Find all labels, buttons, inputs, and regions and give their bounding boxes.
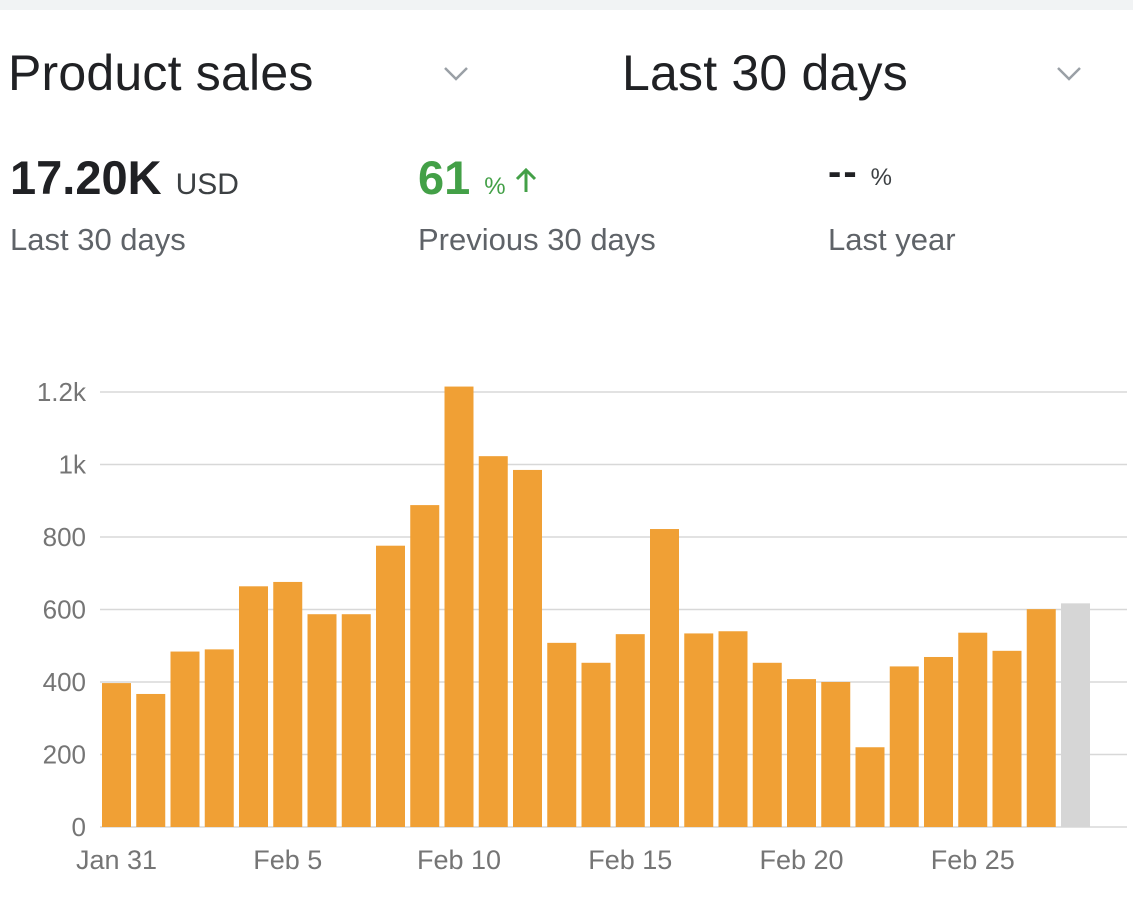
bar: [102, 683, 131, 827]
last-year-unit: %: [870, 164, 892, 191]
bar: [581, 662, 611, 827]
x-tick-label: Feb 10: [417, 845, 501, 875]
period-label: Last 30 days: [622, 45, 908, 101]
chevron-down-icon: [444, 67, 468, 81]
bar: [615, 634, 645, 827]
metric-label: Product sales: [8, 45, 314, 101]
bar: [992, 650, 1022, 827]
total-unit: USD: [175, 168, 239, 201]
bar: [1061, 603, 1090, 827]
x-tick-label: Feb 15: [588, 845, 672, 875]
bar: [889, 666, 919, 827]
bar: [239, 586, 268, 827]
bars: [102, 386, 1090, 827]
stat-total-sales: 17.20K USD Last 30 days: [10, 150, 239, 258]
previous-unit: %: [484, 173, 506, 200]
total-value: 17.20K: [10, 151, 162, 204]
bar: [718, 631, 748, 827]
bar: [787, 679, 816, 827]
bar: [821, 682, 851, 827]
sales-bar-chart: 0 200 400 600 800 1k 1.2k Jan 31 Feb 5 Feb 10 Feb…: [37, 377, 1127, 875]
y-tick-label: 400: [43, 667, 86, 697]
y-tick-label: 0: [72, 812, 86, 842]
bar: [924, 656, 953, 827]
x-tick-label: Feb 25: [931, 845, 1015, 875]
previous-caption: Previous 30 days: [418, 222, 656, 257]
total-caption: Last 30 days: [10, 222, 186, 257]
bar: [410, 505, 440, 827]
x-axis-labels: Jan 31 Feb 5 Feb 10 Feb 15 Feb 20 Feb 25: [76, 845, 1015, 875]
bar: [855, 747, 885, 827]
previous-value: 61: [418, 151, 471, 204]
x-tick-label: Jan 31: [76, 845, 157, 875]
x-tick-label: Feb 5: [253, 845, 322, 875]
bar: [341, 614, 371, 827]
arrow-up-icon: [515, 167, 536, 192]
bar: [684, 633, 714, 827]
last-year-caption: Last year: [828, 222, 956, 257]
bar: [136, 693, 166, 827]
last-year-value: --: [828, 150, 859, 194]
chevron-down-icon: [1057, 67, 1081, 81]
bar: [204, 649, 234, 827]
stat-last-year: -- % Last year: [828, 150, 956, 258]
bar: [444, 386, 474, 827]
bar: [513, 469, 542, 827]
bar: [547, 642, 577, 827]
bar: [752, 662, 782, 827]
bar: [958, 632, 988, 827]
y-tick-label: 200: [43, 740, 86, 770]
bar: [478, 456, 508, 827]
bar: [273, 581, 303, 827]
bar: [307, 614, 337, 827]
y-tick-label: 800: [43, 522, 86, 552]
y-tick-label: 1k: [59, 450, 87, 480]
stat-previous-period: 61 % Previous 30 days: [418, 150, 656, 258]
grid-lines: [100, 391, 1127, 828]
bar: [376, 545, 405, 827]
y-tick-label: 1.2k: [37, 377, 87, 407]
bar: [650, 529, 679, 827]
y-axis-labels: 0 200 400 600 800 1k 1.2k: [37, 377, 87, 842]
bar: [170, 651, 200, 827]
x-tick-label: Feb 20: [759, 845, 843, 875]
bar: [1026, 609, 1056, 827]
period-selector[interactable]: Last 30 days: [622, 38, 1102, 108]
metric-selector[interactable]: Product sales: [8, 38, 478, 108]
y-tick-label: 600: [43, 595, 86, 625]
top-band: [0, 0, 1133, 10]
